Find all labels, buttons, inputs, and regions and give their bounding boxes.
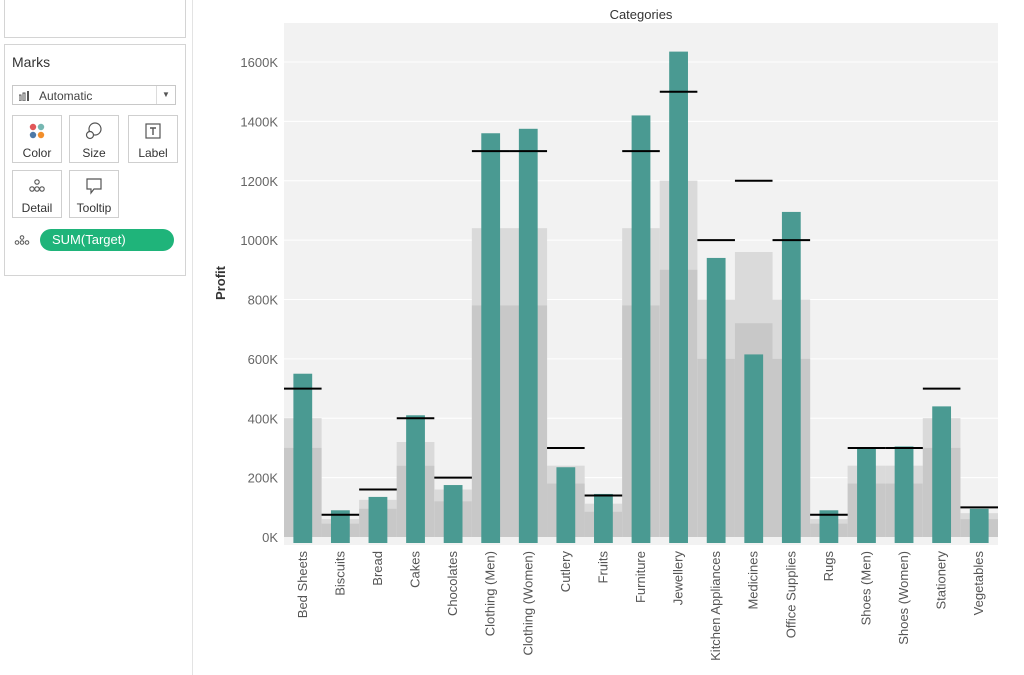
mark-type-label: Automatic (39, 89, 93, 103)
profit-bar[interactable] (706, 257, 726, 543)
y-axis-ticks: 0K 200K 400K 600K 800K 1000K 1200K 1400K 1600K (240, 55, 278, 545)
tooltip-icon (86, 178, 102, 195)
label-label: Label (138, 146, 168, 160)
profit-bar[interactable] (631, 115, 651, 543)
color-label: Color (22, 146, 52, 160)
detail-small-icon (14, 235, 30, 245)
bullet-chart: 0K 200K 400K 600K 800K 1000K 1200K 1400K 1600K B… (213, 7, 998, 661)
marks-field-row: SUM(Target) (12, 229, 180, 251)
y-tick-label: 0K (262, 530, 278, 545)
profit-bar[interactable] (781, 211, 801, 543)
detail-label: Detail (21, 201, 53, 215)
x-category-label: Bed Sheets (295, 551, 310, 619)
y-tick-label: 1000K (240, 233, 278, 248)
chart-area: 0K 200K 400K 600K 800K 1000K 1200K 1400K 1600K B… (193, 0, 1024, 675)
y-tick-label: 800K (248, 293, 279, 308)
tooltip-button[interactable]: Tooltip (69, 170, 119, 218)
profit-bar[interactable] (744, 354, 764, 543)
x-category-label: Shoes (Women) (896, 551, 911, 645)
profit-bar[interactable] (293, 373, 313, 543)
profit-bar[interactable] (594, 493, 613, 543)
chart-column-title: Categories (610, 7, 673, 22)
detail-button[interactable]: Detail (12, 170, 62, 218)
x-category-label: Vegetables (971, 551, 986, 616)
profit-bar[interactable] (368, 496, 388, 543)
marks-title: Marks (12, 54, 51, 70)
size-icon (85, 122, 102, 140)
profit-bar[interactable] (330, 510, 350, 543)
color-icon (29, 123, 45, 139)
profit-bar[interactable] (969, 508, 989, 543)
profit-bar[interactable] (406, 415, 425, 543)
marks-sidebar: Marks Automatic ▼ Color (0, 0, 193, 675)
y-tick-label: 200K (248, 471, 279, 486)
profit-bar[interactable] (932, 406, 952, 543)
tooltip-label: Tooltip (76, 201, 112, 215)
y-tick-label: 400K (248, 411, 279, 426)
x-category-label: Chocolates (445, 551, 460, 617)
detail-icon (29, 179, 45, 192)
x-category-label: Office Supplies (783, 551, 798, 639)
x-category-label: Medicines (746, 551, 761, 610)
label-button[interactable]: Label (128, 115, 178, 163)
profit-bar[interactable] (857, 447, 876, 543)
profit-bar[interactable] (669, 51, 688, 543)
profit-bar[interactable] (481, 133, 501, 543)
profit-bar[interactable] (518, 128, 538, 543)
x-category-label: Biscuits (332, 551, 347, 596)
y-tick-label: 1200K (240, 174, 278, 189)
y-axis-title: Profit (213, 265, 228, 300)
x-category-label: Cutlery (558, 551, 573, 593)
x-category-label: Stationery (934, 551, 949, 610)
x-category-label: Shoes (Men) (858, 551, 873, 625)
x-category-label: Fruits (595, 551, 610, 584)
y-tick-label: 600K (248, 352, 279, 367)
profit-bar[interactable] (894, 446, 914, 543)
sum-target-pill[interactable]: SUM(Target) (40, 229, 174, 251)
mark-type-dropdown[interactable]: Automatic ▼ (12, 85, 176, 105)
y-tick-label: 1400K (240, 114, 278, 129)
profit-bar[interactable] (556, 467, 576, 543)
x-category-label: Clothing (Men) (483, 551, 498, 636)
x-category-label: Kitchen Appliances (708, 551, 723, 661)
chevron-down-icon[interactable]: ▼ (156, 86, 175, 104)
y-tick-label: 1600K (240, 55, 278, 70)
profit-bar[interactable] (443, 485, 463, 543)
filters-card (4, 0, 186, 38)
bar-chart-icon (19, 91, 29, 101)
label-icon (145, 123, 161, 139)
x-category-label: Furniture (633, 551, 648, 603)
x-category-label: Bread (370, 551, 385, 586)
profit-bars (293, 51, 989, 543)
profit-bar[interactable] (819, 510, 839, 543)
x-category-label: Clothing (Women) (520, 551, 535, 656)
size-label: Size (82, 146, 106, 160)
color-button[interactable]: Color (12, 115, 62, 163)
marks-card: Marks Automatic ▼ Color (4, 44, 186, 276)
x-axis-categories: Bed Sheets Biscuits Bread Cakes Chocolates Cl… (295, 551, 986, 661)
x-category-label: Rugs (821, 551, 836, 582)
x-category-label: Cakes (408, 551, 423, 588)
size-button[interactable]: Size (69, 115, 119, 163)
target-lines (284, 90, 998, 516)
x-category-label: Jewellery (671, 551, 686, 606)
